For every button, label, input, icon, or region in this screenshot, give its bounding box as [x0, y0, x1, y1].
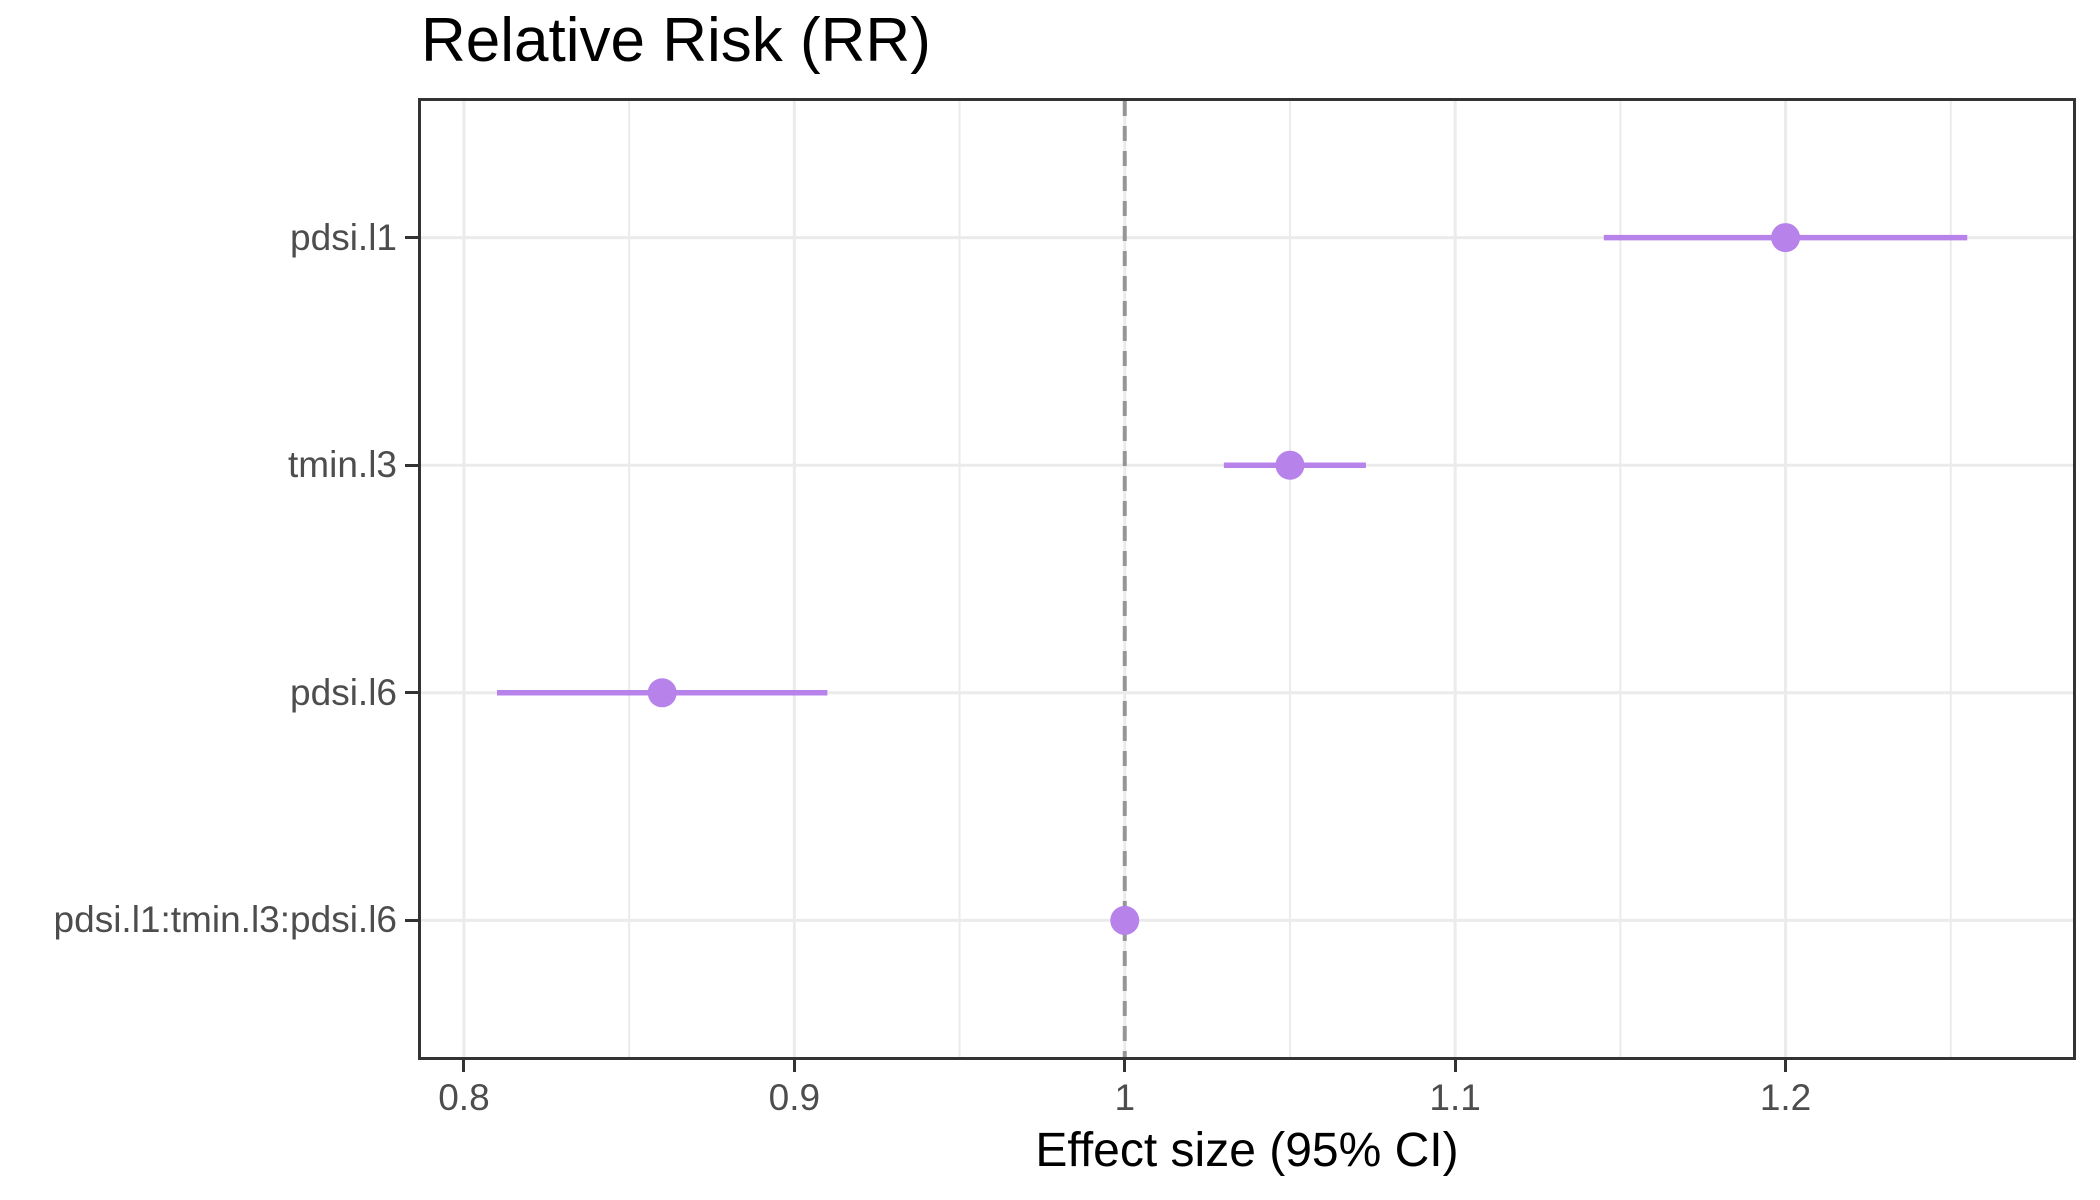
y-axis-label: pdsi.l1 — [290, 216, 397, 258]
plot-title: Relative Risk (RR) — [421, 6, 931, 75]
point-estimate — [647, 678, 677, 708]
x-axis-tick-label: 0.8 — [438, 1077, 490, 1118]
x-axis-tick — [1123, 1060, 1127, 1072]
y-axis-tick — [405, 918, 419, 922]
x-axis-tick — [792, 1060, 796, 1072]
x-axis-tick-label: 1 — [1114, 1077, 1136, 1118]
x-axis-tick — [1453, 1060, 1457, 1072]
y-axis-label: pdsi.l1:tmin.l3:pdsi.l6 — [53, 899, 397, 941]
x-axis-tick-label: 0.9 — [768, 1077, 821, 1118]
x-axis-tick — [1784, 1060, 1788, 1072]
x-axis-title: Effect size (95% CI) — [1035, 1124, 1459, 1177]
plot-panel — [418, 98, 2076, 1060]
x-axis-tick-label: 1.2 — [1759, 1077, 1812, 1118]
y-axis-label: pdsi.l6 — [290, 671, 397, 713]
y-axis-tick — [405, 463, 419, 467]
point-estimate — [1110, 905, 1140, 935]
y-axis-tick — [405, 691, 419, 695]
point-estimate — [1771, 223, 1801, 253]
y-axis-tick — [405, 236, 419, 240]
point-estimate — [1275, 450, 1305, 480]
x-axis-tick-label: 1.1 — [1429, 1077, 1481, 1118]
y-axis-label: tmin.l3 — [288, 444, 397, 486]
x-axis-tick — [462, 1060, 466, 1072]
